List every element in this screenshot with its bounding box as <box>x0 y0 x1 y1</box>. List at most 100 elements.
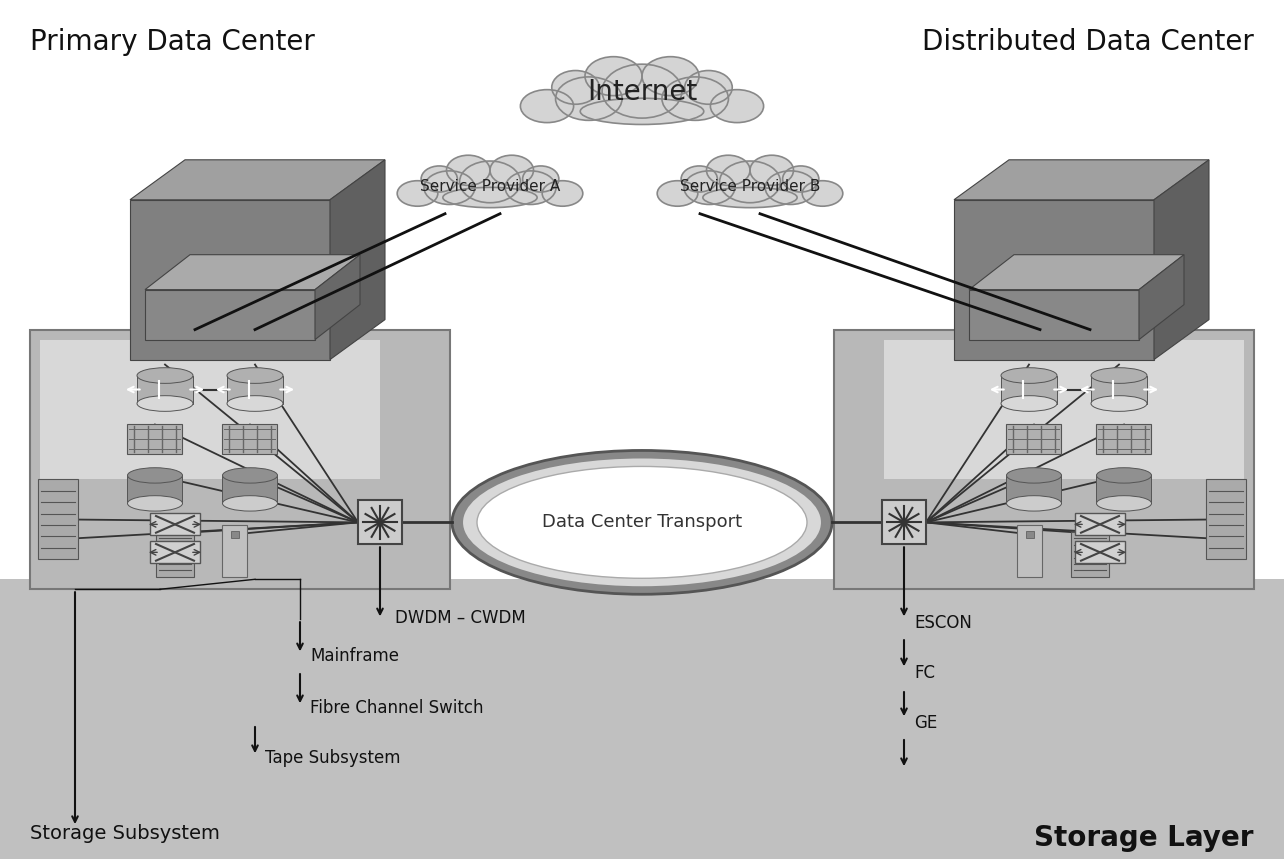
Ellipse shape <box>462 458 822 587</box>
Ellipse shape <box>663 77 728 120</box>
Ellipse shape <box>1097 468 1152 483</box>
Ellipse shape <box>490 156 533 186</box>
Ellipse shape <box>586 57 642 95</box>
Text: ESCON: ESCON <box>914 614 972 632</box>
Polygon shape <box>145 255 360 290</box>
Polygon shape <box>130 160 385 200</box>
Ellipse shape <box>505 171 556 205</box>
Ellipse shape <box>1091 368 1147 384</box>
FancyBboxPatch shape <box>39 479 78 559</box>
Ellipse shape <box>765 171 815 205</box>
Text: Storage Subsystem: Storage Subsystem <box>30 824 220 843</box>
FancyBboxPatch shape <box>127 425 182 454</box>
FancyBboxPatch shape <box>882 501 926 544</box>
FancyBboxPatch shape <box>1075 541 1125 563</box>
Ellipse shape <box>706 156 750 186</box>
Polygon shape <box>137 376 193 403</box>
Polygon shape <box>130 200 330 359</box>
FancyBboxPatch shape <box>358 501 402 544</box>
Ellipse shape <box>1007 468 1062 483</box>
Ellipse shape <box>460 161 520 203</box>
FancyBboxPatch shape <box>222 525 248 577</box>
Text: Fibre Channel Switch: Fibre Channel Switch <box>309 699 484 717</box>
Text: Data Center Transport: Data Center Transport <box>542 513 742 531</box>
Ellipse shape <box>523 166 559 192</box>
FancyBboxPatch shape <box>1071 531 1109 577</box>
Polygon shape <box>145 290 315 340</box>
FancyBboxPatch shape <box>883 340 1244 479</box>
Ellipse shape <box>127 468 182 483</box>
Ellipse shape <box>1007 495 1062 511</box>
Ellipse shape <box>684 171 734 205</box>
Text: GE: GE <box>914 714 937 732</box>
Polygon shape <box>127 476 182 503</box>
Ellipse shape <box>681 166 718 192</box>
Polygon shape <box>1154 160 1210 359</box>
FancyBboxPatch shape <box>835 329 1254 589</box>
Text: DWDM – CWDM: DWDM – CWDM <box>395 609 525 627</box>
Ellipse shape <box>421 166 457 192</box>
Polygon shape <box>954 200 1154 359</box>
FancyBboxPatch shape <box>1075 513 1125 535</box>
FancyBboxPatch shape <box>1026 531 1034 538</box>
FancyBboxPatch shape <box>30 329 449 589</box>
FancyBboxPatch shape <box>150 541 200 563</box>
Text: Internet: Internet <box>587 78 697 106</box>
Ellipse shape <box>710 89 764 123</box>
Ellipse shape <box>1002 396 1057 411</box>
Polygon shape <box>1002 376 1057 403</box>
Text: Service Provider B: Service Provider B <box>679 179 820 194</box>
Ellipse shape <box>476 466 808 578</box>
Polygon shape <box>1091 376 1147 403</box>
Ellipse shape <box>137 396 193 411</box>
Text: Primary Data Center: Primary Data Center <box>30 28 315 56</box>
Ellipse shape <box>552 71 600 104</box>
Ellipse shape <box>750 156 794 186</box>
Ellipse shape <box>452 451 832 594</box>
Ellipse shape <box>1097 495 1152 511</box>
FancyBboxPatch shape <box>1007 425 1062 454</box>
Polygon shape <box>1007 476 1062 503</box>
Ellipse shape <box>702 187 797 207</box>
Polygon shape <box>315 255 360 340</box>
FancyBboxPatch shape <box>150 513 200 535</box>
Polygon shape <box>969 255 1184 290</box>
Ellipse shape <box>542 181 583 206</box>
Ellipse shape <box>602 64 682 118</box>
Text: Distributed Data Center: Distributed Data Center <box>922 28 1254 56</box>
Ellipse shape <box>556 77 621 120</box>
Ellipse shape <box>443 187 537 207</box>
Text: Storage Layer: Storage Layer <box>1035 824 1254 852</box>
Polygon shape <box>227 376 282 403</box>
FancyBboxPatch shape <box>0 580 1284 859</box>
Polygon shape <box>330 160 385 359</box>
Polygon shape <box>954 160 1210 200</box>
FancyBboxPatch shape <box>1206 479 1245 559</box>
Ellipse shape <box>657 181 697 206</box>
FancyBboxPatch shape <box>231 531 239 538</box>
FancyBboxPatch shape <box>155 531 194 577</box>
FancyBboxPatch shape <box>1017 525 1043 577</box>
Ellipse shape <box>520 89 574 123</box>
FancyBboxPatch shape <box>40 340 380 479</box>
Text: FC: FC <box>914 664 935 682</box>
Ellipse shape <box>684 71 732 104</box>
Text: Service Provider A: Service Provider A <box>420 179 560 194</box>
Ellipse shape <box>227 396 282 411</box>
Ellipse shape <box>424 171 475 205</box>
Ellipse shape <box>127 495 182 511</box>
FancyBboxPatch shape <box>222 425 277 454</box>
Ellipse shape <box>222 495 277 511</box>
Ellipse shape <box>1002 368 1057 384</box>
Text: Mainframe: Mainframe <box>309 648 399 665</box>
Ellipse shape <box>802 181 842 206</box>
Polygon shape <box>1139 255 1184 340</box>
Ellipse shape <box>719 161 781 203</box>
Polygon shape <box>1097 476 1152 503</box>
Ellipse shape <box>137 368 193 384</box>
Ellipse shape <box>222 468 277 483</box>
Polygon shape <box>222 476 277 503</box>
FancyBboxPatch shape <box>1097 425 1152 454</box>
Polygon shape <box>969 290 1139 340</box>
Ellipse shape <box>447 156 490 186</box>
